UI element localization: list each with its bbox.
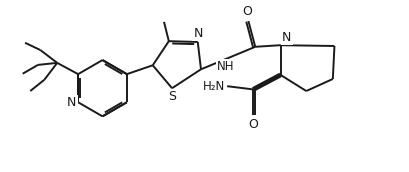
Text: O: O xyxy=(242,5,252,18)
Text: N: N xyxy=(281,31,291,44)
Text: O: O xyxy=(248,118,258,131)
Text: N: N xyxy=(193,27,202,40)
Text: N: N xyxy=(67,96,76,109)
Text: H₂N: H₂N xyxy=(202,80,224,93)
Text: NH: NH xyxy=(217,60,234,73)
Text: S: S xyxy=(168,90,175,103)
